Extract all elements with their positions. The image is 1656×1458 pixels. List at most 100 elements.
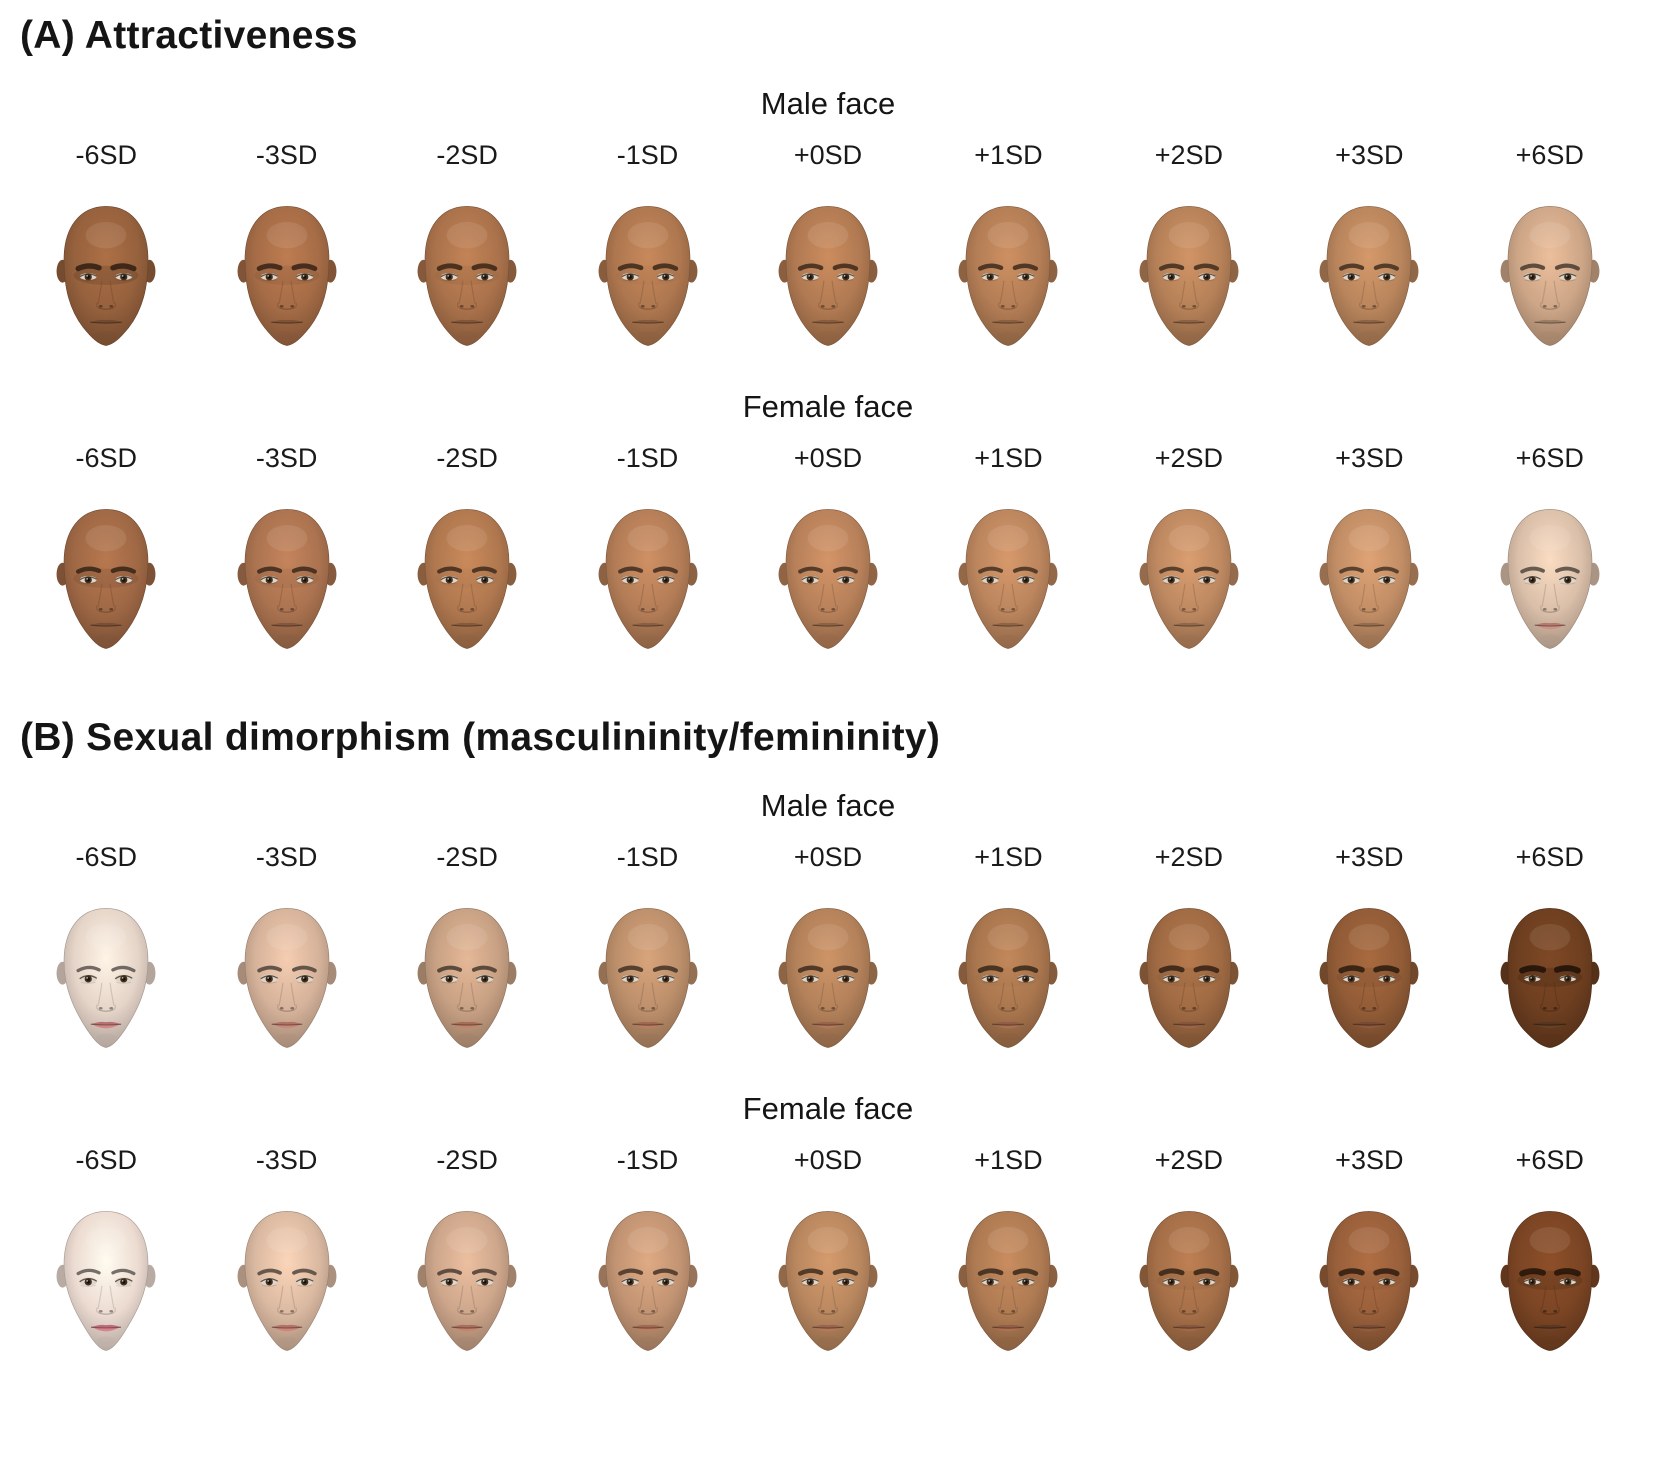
sd-label: +1SD (974, 140, 1043, 170)
face-cell: +2SD (1099, 140, 1279, 353)
face-cell: -2SD (377, 842, 557, 1055)
sd-label: +1SD (974, 842, 1043, 872)
face-cell: -6SD (16, 140, 196, 353)
face-image (227, 1204, 347, 1358)
face-cell: -2SD (377, 443, 557, 656)
sd-label: -3SD (255, 1145, 318, 1175)
face-image (588, 1204, 708, 1358)
face-cell: +6SD (1460, 443, 1640, 656)
face-image (768, 1204, 888, 1358)
sd-label: +3SD (1335, 842, 1404, 872)
face-cell: +1SD (918, 443, 1098, 656)
face-image (768, 901, 888, 1055)
face-cell: +6SD (1460, 140, 1640, 353)
face-cell: +0SD (738, 140, 918, 353)
face-cell: +3SD (1279, 140, 1459, 353)
sd-label: -6SD (75, 443, 137, 473)
figure: (A) Attractiveness Male face -6SD -3SD -… (14, 14, 1642, 1358)
face-cell: +3SD (1279, 842, 1459, 1055)
sd-label: +2SD (1154, 1145, 1224, 1175)
sd-label: +0SD (793, 842, 863, 872)
sd-label: +3SD (1335, 1145, 1404, 1175)
panel-a-title: (A) Attractiveness (20, 14, 358, 57)
face-image (1309, 901, 1429, 1055)
group-title-male: Male face (760, 86, 896, 121)
face-row: -6SD -3SD -2SD -1SD +0SD +1SD +2SD (16, 842, 1640, 1055)
sd-label: +0SD (793, 140, 863, 170)
face-cell: +3SD (1279, 1145, 1459, 1358)
face-image (46, 199, 166, 353)
face-cell: +0SD (738, 443, 918, 656)
face-image (1129, 901, 1249, 1055)
sd-label: +1SD (974, 1145, 1043, 1175)
sd-label: -6SD (75, 140, 137, 170)
face-cell: -3SD (196, 1145, 376, 1358)
face-image (407, 901, 527, 1055)
sd-label: -2SD (436, 443, 498, 473)
sd-label: +6SD (1515, 842, 1584, 872)
face-cell: -6SD (16, 842, 196, 1055)
sd-label: +6SD (1515, 140, 1584, 170)
face-image (227, 199, 347, 353)
face-image (1309, 502, 1429, 656)
group-title-male: Male face (760, 788, 896, 823)
sd-label: +0SD (793, 443, 863, 473)
group-title-female: Female face (742, 389, 914, 424)
sd-label: +2SD (1154, 842, 1224, 872)
sd-label: -2SD (436, 1145, 498, 1175)
face-cell: +2SD (1099, 842, 1279, 1055)
face-image (948, 199, 1068, 353)
face-cell: +1SD (918, 140, 1098, 353)
sd-label: -1SD (616, 140, 679, 170)
face-image (46, 901, 166, 1055)
sd-label: -6SD (75, 842, 137, 872)
face-cell: +6SD (1460, 1145, 1640, 1358)
face-image (46, 502, 166, 656)
face-image (948, 502, 1068, 656)
face-cell: -2SD (377, 140, 557, 353)
face-cell: +2SD (1099, 443, 1279, 656)
face-image (46, 1204, 166, 1358)
face-image (1129, 1204, 1249, 1358)
sd-label: +6SD (1515, 1145, 1584, 1175)
sd-label: -3SD (255, 443, 318, 473)
panel-sexual-dimorphism: (B) Sexual dimorphism (masculininity/fem… (14, 716, 1642, 1358)
face-row: -6SD -3SD -2SD -1SD +0SD +1SD +2SD (16, 140, 1640, 353)
group-title-female: Female face (742, 1091, 914, 1126)
face-image (1490, 901, 1610, 1055)
face-image (1309, 1204, 1429, 1358)
face-image (1129, 199, 1249, 353)
face-row: -6SD -3SD -2SD -1SD +0SD +1SD +2SD (16, 443, 1640, 656)
face-image (588, 199, 708, 353)
sd-label: +2SD (1154, 443, 1224, 473)
sd-label: +3SD (1335, 140, 1404, 170)
face-image (227, 901, 347, 1055)
face-cell: -1SD (557, 140, 737, 353)
face-image (1490, 1204, 1610, 1358)
group-male-face: Male face -6SD -3SD -2SD -1SD +0SD +1SD (14, 86, 1642, 353)
group-female-face: Female face -6SD -3SD -2SD -1SD +0SD +1S… (14, 389, 1642, 656)
face-cell: -2SD (377, 1145, 557, 1358)
face-image (407, 1204, 527, 1358)
face-cell: +2SD (1099, 1145, 1279, 1358)
panel-b-title: (B) Sexual dimorphism (masculininity/fem… (20, 716, 941, 759)
face-image (948, 901, 1068, 1055)
face-image (768, 502, 888, 656)
face-image (407, 502, 527, 656)
sd-label: -3SD (255, 842, 318, 872)
sd-label: -2SD (436, 842, 498, 872)
face-cell: +0SD (738, 1145, 918, 1358)
sd-label: -1SD (616, 1145, 679, 1175)
sd-label: +0SD (793, 1145, 863, 1175)
face-cell: -3SD (196, 842, 376, 1055)
group-male-face: Male face -6SD -3SD -2SD -1SD +0SD +1SD (14, 788, 1642, 1055)
face-image (1309, 199, 1429, 353)
sd-label: +2SD (1154, 140, 1224, 170)
face-cell: -1SD (557, 1145, 737, 1358)
face-image (1490, 199, 1610, 353)
panel-attractiveness: (A) Attractiveness Male face -6SD -3SD -… (14, 14, 1642, 656)
face-cell: -1SD (557, 443, 737, 656)
sd-label: -2SD (436, 140, 498, 170)
face-cell: -1SD (557, 842, 737, 1055)
face-cell: -6SD (16, 443, 196, 656)
